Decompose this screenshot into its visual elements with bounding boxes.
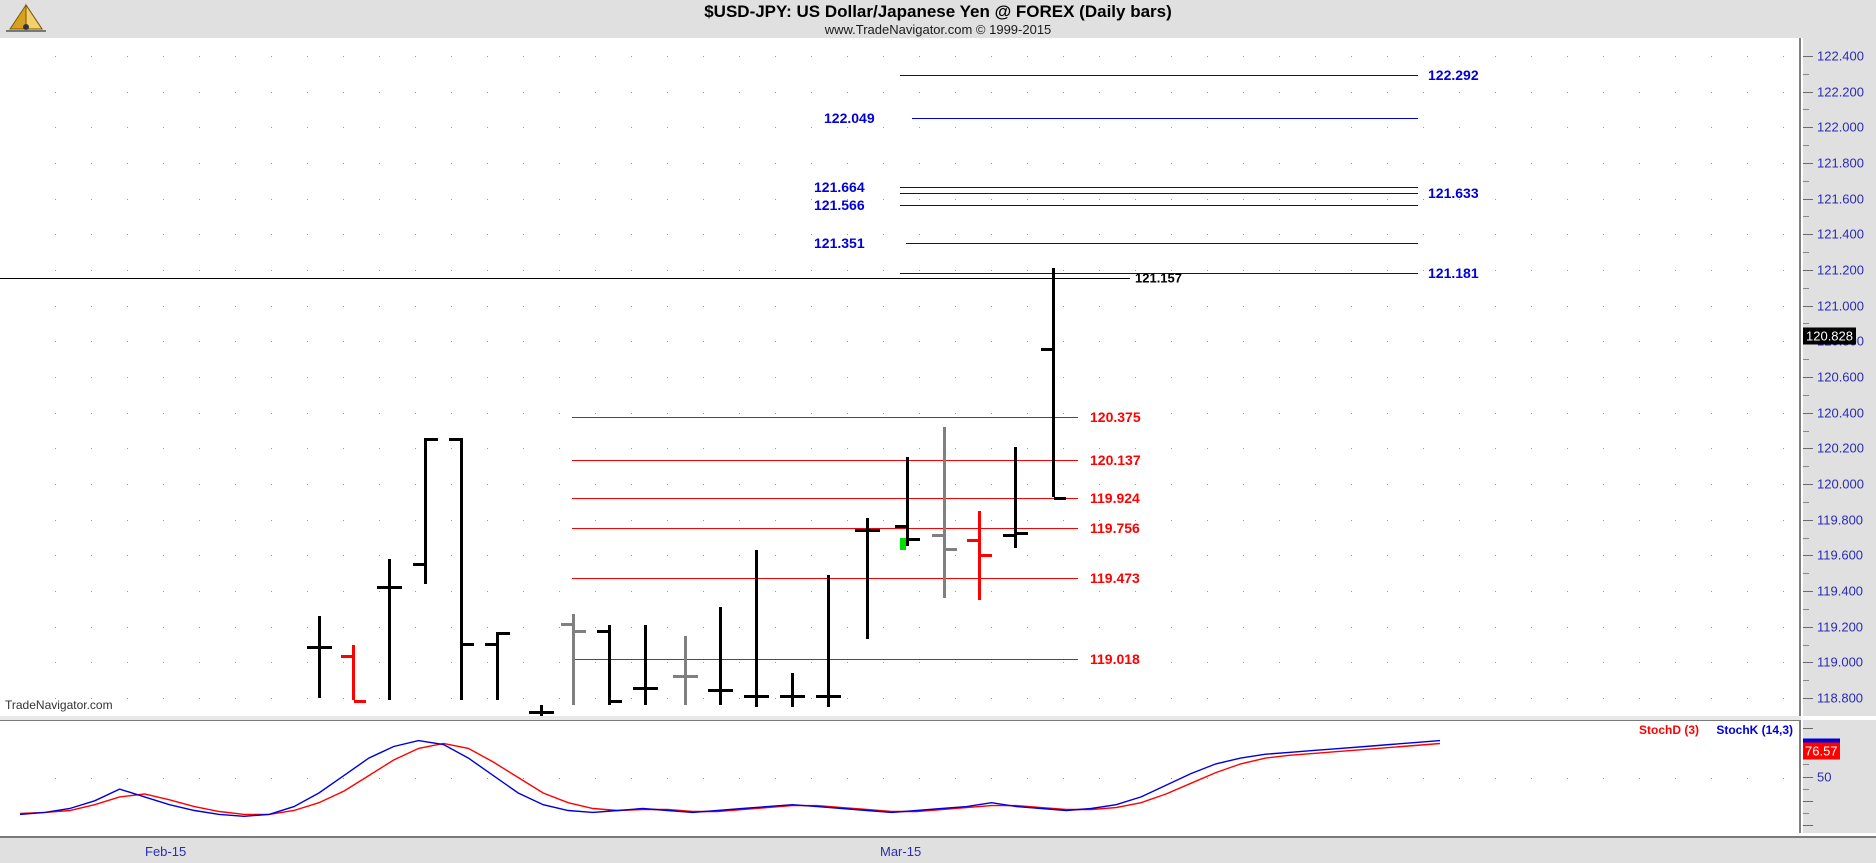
stochastic-indicator-pane[interactable]: StochD (3) StochK (14,3) <box>0 720 1801 833</box>
level-label-blue: 121.664 <box>814 179 865 195</box>
level-line-red <box>572 578 1078 579</box>
level-line-blue <box>906 243 1418 244</box>
indicator-lines <box>19 739 1441 818</box>
tradenavigator-logo-icon <box>6 3 46 32</box>
legend-stochk: StochK (14,3) <box>1716 723 1793 737</box>
entry-marker-icon <box>900 538 906 550</box>
price-tick-label: 118.800 <box>1817 690 1864 706</box>
price-tick-label: 121.600 <box>1817 191 1864 207</box>
stochd-value-badge: 76.57 <box>1803 742 1840 760</box>
level-line-blue <box>900 193 1418 194</box>
price-tick-label: 119.000 <box>1817 654 1864 670</box>
level-label-black: 121.157 <box>1135 270 1182 286</box>
level-label-blue: 122.292 <box>1428 67 1479 83</box>
date-axis[interactable]: Feb-15 Mar-15 <box>0 836 1876 863</box>
level-label-blue: 121.181 <box>1428 265 1479 281</box>
price-chart-pane[interactable]: 122.292 122.049 121.664 121.633 121.566 121.3… <box>0 38 1801 716</box>
price-tick-label: 121.000 <box>1817 298 1864 314</box>
level-label-red: 119.924 <box>1090 490 1140 506</box>
level-line-red <box>572 659 1078 660</box>
price-tick-label: 119.200 <box>1817 619 1864 635</box>
level-line-blue <box>900 205 1418 206</box>
price-tick-label: 120.000 <box>1817 476 1864 492</box>
price-tick-label: 121.200 <box>1817 262 1864 278</box>
level-line-red <box>572 498 1078 499</box>
price-tick-label: 120.200 <box>1817 440 1864 456</box>
date-tick-label: Mar-15 <box>880 844 922 859</box>
level-label-blue: 121.633 <box>1428 185 1479 201</box>
title-bar: $USD-JPY: US Dollar/Japanese Yen @ FOREX… <box>0 0 1876 38</box>
level-line-blue <box>900 273 1418 274</box>
price-tick-label: 119.600 <box>1817 547 1864 563</box>
indicator-axis[interactable]: 80.00 76.57 50 <box>1803 720 1876 833</box>
price-tick-label: 122.000 <box>1817 119 1864 135</box>
indicator-tick-50: 50 <box>1817 769 1832 785</box>
level-label-red: 119.756 <box>1090 520 1140 536</box>
level-line-red <box>572 528 1078 529</box>
level-line-black <box>0 278 1130 279</box>
date-tick-label: Feb-15 <box>145 844 187 859</box>
level-line-red <box>572 417 1078 418</box>
level-label-blue: 121.566 <box>814 197 865 213</box>
level-label-red: 120.137 <box>1090 452 1141 468</box>
level-line-red <box>572 460 1078 461</box>
level-line-blue <box>900 75 1418 76</box>
page-subtitle: www.TradeNavigator.com © 1999-2015 <box>824 22 1052 37</box>
pane-divider <box>0 716 1801 720</box>
price-tick-label: 119.400 <box>1817 583 1864 599</box>
price-tick-label: 120.400 <box>1817 405 1864 421</box>
watermark: TradeNavigator.com <box>5 698 113 712</box>
price-tick-label: 122.400 <box>1817 48 1864 64</box>
price-tick-label: 120.600 <box>1817 369 1864 385</box>
level-label-red: 120.375 <box>1090 409 1141 425</box>
level-label-blue: 122.049 <box>824 110 875 126</box>
level-label-red: 119.473 <box>1090 570 1140 586</box>
current-price-badge: 120.828 <box>1803 327 1856 345</box>
page-title: $USD-JPY: US Dollar/Japanese Yen @ FOREX… <box>704 2 1172 21</box>
level-line-blue <box>900 187 1418 188</box>
level-label-red: 119.018 <box>1090 651 1140 667</box>
price-tick-label: 121.400 <box>1817 226 1864 242</box>
price-tick-label: 121.800 <box>1817 155 1864 171</box>
price-axis[interactable]: 122.400 122.200 122.000 121.800 121.600 121.4… <box>1803 38 1876 716</box>
level-label-blue: 121.351 <box>814 235 865 251</box>
price-tick-label: 119.800 <box>1817 512 1864 528</box>
price-tick-label: 122.200 <box>1817 84 1864 100</box>
legend-stochd: StochD (3) <box>1639 723 1699 737</box>
level-line-blue <box>912 118 1418 119</box>
